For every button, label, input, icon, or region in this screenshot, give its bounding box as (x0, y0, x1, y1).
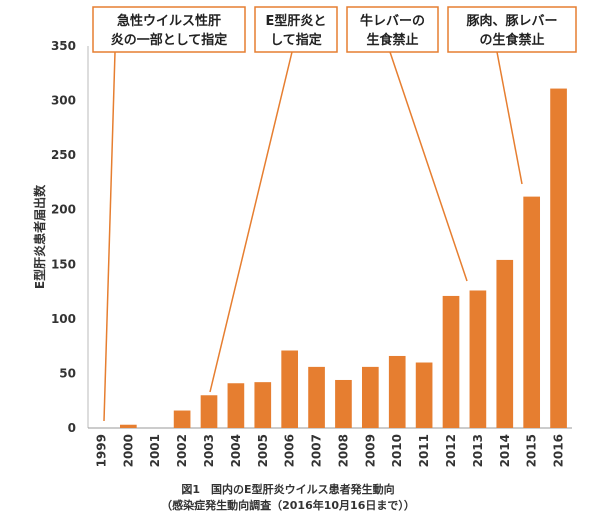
caption-line-1: 図1 国内のE型肝炎ウイルス患者発生動向 (181, 482, 394, 496)
x-tick-label: 2009 (363, 434, 377, 467)
x-tick-label: 2002 (175, 434, 189, 467)
annotation-text: 急性ウイルス性肝 (117, 13, 221, 29)
x-tick-labels: 1999 2000 2001 2002 2003 2004 2005 2006 2007 2008… (94, 434, 565, 467)
annotation-text: して指定 (270, 32, 322, 48)
y-tick-label: 300 (51, 94, 76, 108)
caption-line-2: （感染症発生動向調査（2016年10月16日まで）） (161, 498, 415, 512)
annotation-text: 生食禁止 (366, 32, 418, 48)
bar-2016 (550, 88, 567, 429)
x-tick-label: 2012 (444, 434, 458, 467)
x-tick-label: 2010 (390, 434, 404, 467)
bar-2010 (388, 355, 406, 428)
annotation-text: 炎の一部として指定 (111, 32, 228, 48)
y-tick-label: 150 (51, 257, 76, 271)
bar-2012 (442, 295, 460, 428)
x-tick-label: 2016 (552, 434, 566, 467)
bar-2005 (254, 382, 272, 428)
bar-2011 (415, 362, 433, 428)
y-tick-label: 0 (68, 421, 76, 435)
x-tick-label: 2001 (148, 434, 162, 467)
y-tick-label: 350 (51, 39, 76, 53)
annotation-box (254, 6, 338, 53)
bar-2006 (281, 350, 299, 428)
bar-2002 (173, 410, 191, 428)
bar-2009 (361, 366, 379, 428)
x-tick-label: 1999 (94, 434, 108, 467)
x-tick-label: 2000 (121, 434, 135, 467)
x-tick-label: 2006 (283, 434, 297, 467)
y-axis-title: E型肝炎患者届出数 (32, 184, 47, 289)
bar-2008 (335, 379, 352, 428)
annotation-line (209, 51, 293, 393)
annotation-text: 豚肉、豚レバー (466, 13, 557, 29)
x-tick-label: 2004 (229, 434, 243, 467)
y-tick-label: 50 (59, 366, 76, 380)
y-tick-label: 250 (51, 148, 76, 162)
bar-2004 (227, 383, 245, 428)
y-tick-label: 100 (51, 312, 76, 326)
bar-2015 (523, 196, 541, 428)
x-tick-label: 2014 (498, 434, 512, 467)
annotation-box (447, 6, 577, 53)
y-tick-labels: 0 50 100 150 200 250 300 350 (51, 39, 76, 435)
annotation-box (346, 6, 439, 53)
annotation-text: E型肝炎と (266, 13, 327, 29)
annotation-text: の生食禁止 (479, 32, 544, 48)
bar-2003 (200, 395, 218, 428)
x-tick-label: 2011 (417, 434, 431, 467)
annotation-line (103, 51, 116, 422)
x-tick-label: 2003 (202, 434, 216, 467)
y-tick-label: 200 (51, 203, 76, 217)
bar-2014 (496, 259, 514, 428)
x-tick-label: 2007 (310, 434, 324, 467)
x-tick-label: 2008 (336, 434, 350, 467)
annotation-box (92, 6, 246, 53)
x-tick-label: 2005 (256, 434, 270, 467)
annotation-line (496, 51, 523, 185)
bar-2007 (308, 366, 325, 428)
annotation-text: 牛レバーの (360, 13, 425, 29)
bar-2013 (469, 290, 487, 428)
bars (119, 88, 567, 429)
x-tick-label: 2013 (471, 434, 485, 467)
bar-2000 (119, 424, 137, 428)
x-tick-label: 2015 (525, 434, 539, 467)
annotation-line (389, 51, 468, 282)
